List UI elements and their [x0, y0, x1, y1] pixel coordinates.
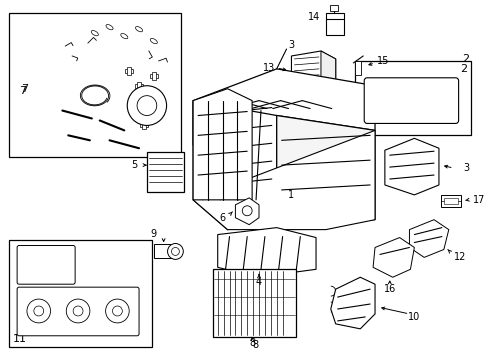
Text: 8: 8: [248, 338, 255, 348]
Polygon shape: [320, 51, 335, 99]
Text: 12: 12: [453, 252, 465, 262]
Bar: [154, 244, 175, 258]
Text: 9: 9: [150, 229, 157, 239]
Polygon shape: [235, 198, 259, 225]
Bar: [329, 5, 337, 11]
FancyBboxPatch shape: [364, 78, 458, 123]
Bar: [125, 69, 133, 73]
Polygon shape: [408, 220, 448, 257]
Circle shape: [34, 306, 43, 316]
Bar: [9, 239, 151, 347]
Polygon shape: [291, 51, 335, 99]
Bar: [355, 61, 470, 135]
Bar: [369, 85, 381, 113]
Text: 16: 16: [383, 284, 395, 294]
Circle shape: [112, 306, 122, 316]
Bar: [155, 99, 163, 103]
Bar: [137, 82, 141, 90]
Circle shape: [27, 299, 50, 323]
Circle shape: [242, 206, 252, 216]
Text: 7: 7: [19, 86, 26, 96]
Circle shape: [137, 96, 157, 116]
Text: 3: 3: [288, 40, 294, 50]
Text: 2: 2: [459, 64, 466, 74]
Ellipse shape: [106, 24, 113, 30]
Text: 6: 6: [219, 213, 225, 223]
Circle shape: [167, 243, 183, 260]
Polygon shape: [193, 89, 252, 200]
Bar: [355, 61, 361, 75]
Circle shape: [73, 306, 83, 316]
Text: 11: 11: [13, 334, 27, 344]
Text: 8: 8: [251, 340, 258, 350]
Bar: [157, 96, 161, 105]
Text: 1: 1: [288, 190, 294, 200]
Text: 14: 14: [307, 12, 320, 22]
Bar: [443, 85, 455, 113]
Bar: [443, 198, 457, 204]
Text: 5: 5: [131, 160, 137, 170]
Ellipse shape: [150, 39, 157, 44]
Text: 13: 13: [262, 63, 274, 73]
Bar: [127, 67, 131, 75]
Text: 4: 4: [255, 277, 262, 287]
Text: 7: 7: [21, 84, 28, 94]
Polygon shape: [384, 138, 438, 195]
Circle shape: [105, 299, 129, 323]
Polygon shape: [193, 69, 374, 145]
Polygon shape: [276, 116, 374, 220]
Text: 3: 3: [463, 163, 468, 173]
Bar: [212, 269, 296, 337]
Text: 2: 2: [461, 54, 468, 64]
Bar: [440, 195, 460, 207]
Polygon shape: [330, 277, 374, 329]
Bar: [135, 84, 142, 88]
FancyBboxPatch shape: [17, 246, 75, 284]
Ellipse shape: [91, 31, 98, 36]
Polygon shape: [193, 130, 374, 230]
Text: 17: 17: [472, 195, 485, 205]
Ellipse shape: [121, 33, 127, 39]
Ellipse shape: [135, 27, 142, 32]
Circle shape: [171, 247, 179, 255]
Text: 10: 10: [407, 312, 420, 322]
Bar: [325, 13, 343, 35]
Circle shape: [127, 86, 166, 125]
Circle shape: [66, 299, 90, 323]
Bar: [149, 74, 158, 78]
Bar: [9, 13, 181, 157]
Bar: [146, 152, 184, 192]
Polygon shape: [193, 100, 276, 230]
Text: 15: 15: [376, 56, 388, 66]
Bar: [140, 123, 147, 127]
Bar: [142, 121, 145, 129]
FancyBboxPatch shape: [17, 287, 139, 336]
Polygon shape: [217, 228, 315, 277]
Bar: [151, 72, 156, 80]
Polygon shape: [372, 238, 413, 277]
